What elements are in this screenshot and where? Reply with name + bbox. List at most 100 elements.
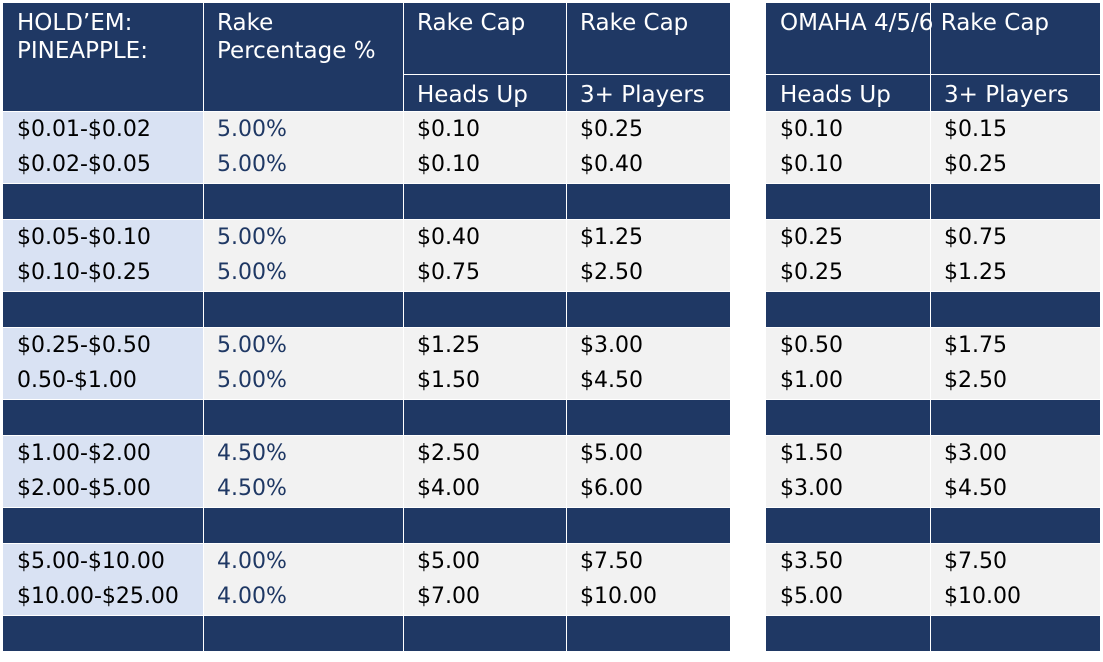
grid-line bbox=[403, 74, 730, 75]
value-rake-percentage: 5.00% bbox=[217, 368, 287, 393]
value-stakes: $10.00-$25.00 bbox=[17, 584, 179, 609]
separator-row bbox=[3, 399, 203, 435]
value-omaha-heads-up-cap: $1.00 bbox=[780, 368, 843, 393]
header-3plus-players-label: 3+ Players bbox=[580, 82, 705, 109]
cell-rake-percentage: 4.50% 4.50% bbox=[203, 435, 403, 507]
header-rake-label: Rake bbox=[217, 10, 274, 36]
header-omaha-heads-up: Heads Up bbox=[766, 74, 930, 111]
value-stakes: $0.25-$0.50 bbox=[17, 333, 151, 358]
value-stakes: $2.00-$5.00 bbox=[17, 476, 151, 501]
header-heads-up-label: Heads Up bbox=[780, 82, 891, 109]
header-3plus-players-label: 3+ Players bbox=[944, 82, 1069, 109]
value-holdem-3plus-cap: $0.40 bbox=[580, 152, 643, 177]
separator-row bbox=[203, 615, 403, 651]
value-omaha-3plus-cap: $0.75 bbox=[944, 225, 1007, 250]
value-omaha-3plus-cap: $1.75 bbox=[944, 333, 1007, 358]
separator-row bbox=[930, 399, 1100, 435]
value-holdem-heads-up-cap: $1.50 bbox=[417, 368, 480, 393]
value-rake-percentage: 4.50% bbox=[217, 476, 287, 501]
value-omaha-heads-up-cap: $0.10 bbox=[780, 117, 843, 142]
value-holdem-heads-up-cap: $0.40 bbox=[417, 225, 480, 250]
cell-stakes: $0.01-$0.02 $0.02-$0.05 bbox=[3, 111, 203, 183]
value-rake-percentage: 4.50% bbox=[217, 441, 287, 466]
separator-row bbox=[203, 291, 403, 327]
value-omaha-3plus-cap: $3.00 bbox=[944, 441, 1007, 466]
cell-omaha-heads-up-cap: $1.50 $3.00 bbox=[766, 435, 930, 507]
separator-row bbox=[203, 183, 403, 219]
value-omaha-heads-up-cap: $0.25 bbox=[780, 260, 843, 285]
grid-line bbox=[3, 291, 1100, 292]
value-holdem-heads-up-cap: $7.00 bbox=[417, 584, 480, 609]
grid-line bbox=[930, 3, 931, 658]
separator-row bbox=[930, 183, 1100, 219]
value-holdem-heads-up-cap: $4.00 bbox=[417, 476, 480, 501]
value-holdem-heads-up-cap: $0.10 bbox=[417, 152, 480, 177]
cell-stakes: $0.05-$0.10 $0.10-$0.25 bbox=[3, 219, 203, 291]
separator-row bbox=[766, 615, 930, 651]
separator-row bbox=[203, 507, 403, 543]
value-rake-percentage: 5.00% bbox=[217, 225, 287, 250]
cell-holdem-heads-up-cap: $0.40 $0.75 bbox=[403, 219, 566, 291]
value-holdem-heads-up-cap: $1.25 bbox=[417, 333, 480, 358]
value-omaha-heads-up-cap: $5.00 bbox=[780, 584, 843, 609]
value-omaha-3plus-cap: $10.00 bbox=[944, 584, 1021, 609]
cell-omaha-3plus-cap: $3.00 $4.50 bbox=[930, 435, 1100, 507]
separator-row bbox=[566, 183, 730, 219]
value-omaha-heads-up-cap: $0.25 bbox=[780, 225, 843, 250]
value-holdem-3plus-cap: $1.25 bbox=[580, 225, 643, 250]
cell-rake-percentage: 5.00% 5.00% bbox=[203, 327, 403, 399]
separator-row bbox=[3, 291, 203, 327]
separator-row bbox=[566, 615, 730, 651]
cell-stakes: $5.00-$10.00 $10.00-$25.00 bbox=[3, 543, 203, 615]
spacer-column bbox=[730, 3, 766, 658]
value-omaha-heads-up-cap: $0.10 bbox=[780, 152, 843, 177]
value-holdem-3plus-cap: $0.25 bbox=[580, 117, 643, 142]
value-omaha-3plus-cap: $2.50 bbox=[944, 368, 1007, 393]
separator-row bbox=[930, 291, 1100, 327]
cell-omaha-heads-up-cap: $0.25 $0.25 bbox=[766, 219, 930, 291]
value-stakes: $0.02-$0.05 bbox=[17, 152, 151, 177]
grid-line bbox=[3, 327, 1100, 328]
header-rake-cap-label: Rake Cap bbox=[580, 10, 689, 36]
cell-stakes: $1.00-$2.00 $2.00-$5.00 bbox=[3, 435, 203, 507]
value-stakes: $0.05-$0.10 bbox=[17, 225, 151, 250]
separator-row bbox=[3, 183, 203, 219]
value-stakes: $1.00-$2.00 bbox=[17, 441, 151, 466]
grid-line bbox=[3, 399, 1100, 400]
value-omaha-3plus-cap: $7.50 bbox=[944, 549, 1007, 574]
cell-omaha-heads-up-cap: $3.50 $5.00 bbox=[766, 543, 930, 615]
separator-row bbox=[403, 399, 566, 435]
value-omaha-3plus-cap: $0.15 bbox=[944, 117, 1007, 142]
cell-omaha-3plus-cap: $0.75 $1.25 bbox=[930, 219, 1100, 291]
value-omaha-heads-up-cap: $3.00 bbox=[780, 476, 843, 501]
cell-holdem-3plus-cap: $1.25 $2.50 bbox=[566, 219, 730, 291]
value-rake-percentage: 4.00% bbox=[217, 584, 287, 609]
rake-table: HOLD’EM: PINEAPPLE: Rake Percentage % Rake C… bbox=[3, 3, 1100, 658]
value-stakes: $5.00-$10.00 bbox=[17, 549, 165, 574]
value-stakes: $0.10-$0.25 bbox=[17, 260, 151, 285]
cell-rake-percentage: 4.00% 4.00% bbox=[203, 543, 403, 615]
cell-omaha-heads-up-cap: $0.50 $1.00 bbox=[766, 327, 930, 399]
cell-omaha-heads-up-cap: $0.10 $0.10 bbox=[766, 111, 930, 183]
value-holdem-heads-up-cap: $0.10 bbox=[417, 117, 480, 142]
separator-row bbox=[403, 615, 566, 651]
cell-omaha-3plus-cap: $7.50 $10.00 bbox=[930, 543, 1100, 615]
value-omaha-heads-up-cap: $3.50 bbox=[780, 549, 843, 574]
grid-line bbox=[3, 543, 1100, 544]
cell-holdem-heads-up-cap: $0.10 $0.10 bbox=[403, 111, 566, 183]
header-omaha-rake-cap: OMAHA 4/5/6 Rake Cap bbox=[766, 3, 1100, 74]
value-stakes: 0.50-$1.00 bbox=[17, 368, 137, 393]
value-holdem-3plus-cap: $6.00 bbox=[580, 476, 643, 501]
header-game-label: HOLD’EM: PINEAPPLE: bbox=[3, 3, 203, 111]
value-rake-percentage: 5.00% bbox=[217, 260, 287, 285]
grid-line bbox=[3, 111, 1100, 112]
cell-omaha-3plus-cap: $0.15 $0.25 bbox=[930, 111, 1100, 183]
header-rake-percentage: Rake Percentage % bbox=[203, 3, 403, 111]
grid-line bbox=[3, 219, 1100, 220]
value-omaha-3plus-cap: $1.25 bbox=[944, 260, 1007, 285]
separator-row bbox=[766, 291, 930, 327]
cell-holdem-heads-up-cap: $5.00 $7.00 bbox=[403, 543, 566, 615]
value-holdem-3plus-cap: $10.00 bbox=[580, 584, 657, 609]
separator-row bbox=[766, 399, 930, 435]
value-omaha-heads-up-cap: $1.50 bbox=[780, 441, 843, 466]
